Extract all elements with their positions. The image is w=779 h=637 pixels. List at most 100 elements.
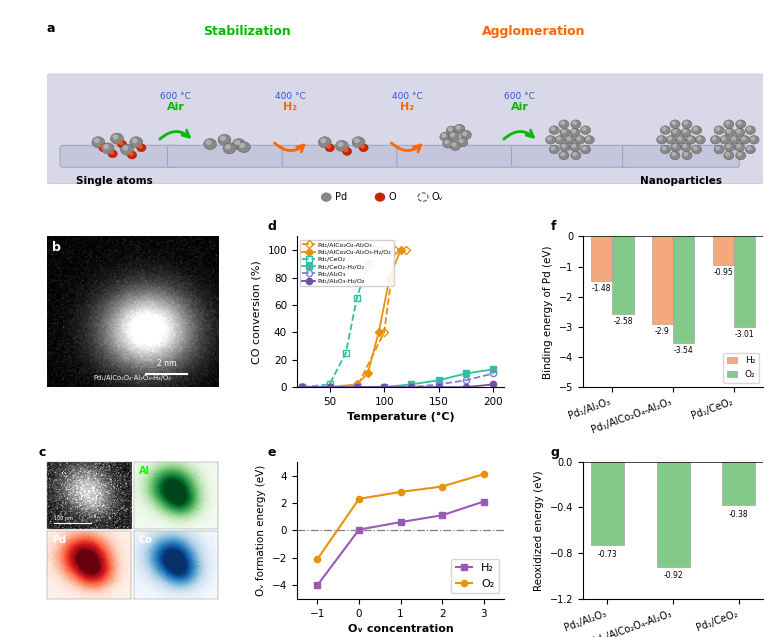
Circle shape <box>129 152 132 155</box>
Text: Single atoms: Single atoms <box>76 176 153 187</box>
Circle shape <box>450 133 454 136</box>
Circle shape <box>749 136 759 144</box>
Circle shape <box>206 141 211 145</box>
Pd₁/Al₂O₃ <box>434 380 443 388</box>
Pd₁/CeO₂-H₂/O₂ <box>298 383 307 391</box>
Circle shape <box>235 141 239 145</box>
Circle shape <box>573 153 576 155</box>
Circle shape <box>99 144 108 152</box>
Circle shape <box>716 127 720 131</box>
Pd₁/AlCo₂O₄-Al₂O₃ <box>352 383 361 391</box>
Circle shape <box>559 151 569 160</box>
Circle shape <box>716 147 720 150</box>
Circle shape <box>118 140 127 148</box>
Circle shape <box>738 122 742 124</box>
Circle shape <box>361 145 365 148</box>
Circle shape <box>662 147 666 150</box>
Circle shape <box>724 120 734 129</box>
Circle shape <box>697 137 701 140</box>
Pd₁/Al₂O₃ <box>379 383 389 391</box>
Bar <box>734 236 755 327</box>
Circle shape <box>747 127 751 131</box>
Text: -2.58: -2.58 <box>613 317 633 326</box>
Pd₁/CeO₂ <box>298 383 307 391</box>
Circle shape <box>746 126 756 134</box>
Text: -2.9: -2.9 <box>655 327 670 336</box>
Circle shape <box>552 147 555 150</box>
Circle shape <box>319 137 331 148</box>
Circle shape <box>671 143 681 152</box>
Text: Co: Co <box>139 535 153 545</box>
H₂ <box>354 526 364 533</box>
Pd₁/AlCo₂O₄-Al₂O₃ <box>401 247 411 254</box>
Circle shape <box>454 124 465 133</box>
Text: b: b <box>52 241 61 254</box>
Circle shape <box>658 137 662 140</box>
Circle shape <box>344 149 347 152</box>
Y-axis label: Binding energy of Pd (eV): Binding energy of Pd (eV) <box>543 245 553 378</box>
Circle shape <box>446 126 457 135</box>
Circle shape <box>545 136 555 144</box>
Circle shape <box>693 127 697 131</box>
Circle shape <box>673 145 676 147</box>
Y-axis label: Oᵥ formation energy (eV): Oᵥ formation energy (eV) <box>256 465 266 596</box>
Circle shape <box>570 128 580 137</box>
FancyBboxPatch shape <box>512 145 629 168</box>
Text: 2 nm: 2 nm <box>157 359 177 368</box>
Text: c: c <box>39 446 46 459</box>
Circle shape <box>463 132 467 135</box>
Y-axis label: Reoxidized energy (eV): Reoxidized energy (eV) <box>534 470 544 590</box>
FancyBboxPatch shape <box>397 145 513 168</box>
Circle shape <box>666 136 676 144</box>
Line: O₂: O₂ <box>315 471 487 562</box>
Circle shape <box>684 122 688 124</box>
Circle shape <box>572 130 576 132</box>
O₂ <box>354 495 364 503</box>
Pd₁/CeO₂ <box>363 260 372 268</box>
Text: -0.92: -0.92 <box>663 571 683 580</box>
Circle shape <box>738 153 742 155</box>
Text: g: g <box>550 446 559 459</box>
Circle shape <box>327 145 330 148</box>
Circle shape <box>223 143 236 154</box>
Pd₁/CeO₂ <box>341 349 351 357</box>
Pd₁/Al₂O₃ <box>461 376 471 384</box>
Circle shape <box>104 145 108 148</box>
Circle shape <box>119 141 122 145</box>
Circle shape <box>557 137 560 140</box>
FancyBboxPatch shape <box>622 145 739 168</box>
Circle shape <box>735 128 745 137</box>
Circle shape <box>727 145 730 147</box>
Circle shape <box>560 128 570 137</box>
Circle shape <box>452 143 456 146</box>
Line: H₂: H₂ <box>315 498 487 588</box>
Pd₁/AlCo₂O₄-Al₂O₃-H₂/O₂ <box>385 274 394 282</box>
Circle shape <box>352 137 365 148</box>
Circle shape <box>737 130 740 132</box>
Y-axis label: CO conversion (%): CO conversion (%) <box>252 260 262 364</box>
Circle shape <box>747 147 751 150</box>
H₂ <box>479 497 488 505</box>
Circle shape <box>720 136 730 144</box>
Bar <box>673 236 694 343</box>
Circle shape <box>580 126 590 134</box>
Circle shape <box>442 139 453 148</box>
Circle shape <box>735 120 746 129</box>
Circle shape <box>343 147 351 155</box>
Text: Al: Al <box>139 466 150 476</box>
Text: Pd₁/AlCo₂O₄·Al₂O₃-H₂/O₂: Pd₁/AlCo₂O₄·Al₂O₃-H₂/O₂ <box>93 375 171 381</box>
Circle shape <box>573 122 576 124</box>
Pd₁/AlCo₂O₄-Al₂O₃-H₂/O₂ <box>298 383 307 391</box>
Circle shape <box>712 137 716 140</box>
Circle shape <box>742 137 746 140</box>
Circle shape <box>136 144 146 152</box>
Line: Pd₁/Al₂O₃-H₂/O₂: Pd₁/Al₂O₃-H₂/O₂ <box>299 381 496 390</box>
Legend: H₂, O₂: H₂, O₂ <box>723 353 759 383</box>
Text: O: O <box>389 192 397 202</box>
Circle shape <box>111 133 123 144</box>
Text: Stabilization: Stabilization <box>203 25 291 38</box>
Text: -3.54: -3.54 <box>674 346 693 355</box>
Circle shape <box>113 135 118 139</box>
Circle shape <box>139 145 142 148</box>
Circle shape <box>92 137 105 148</box>
